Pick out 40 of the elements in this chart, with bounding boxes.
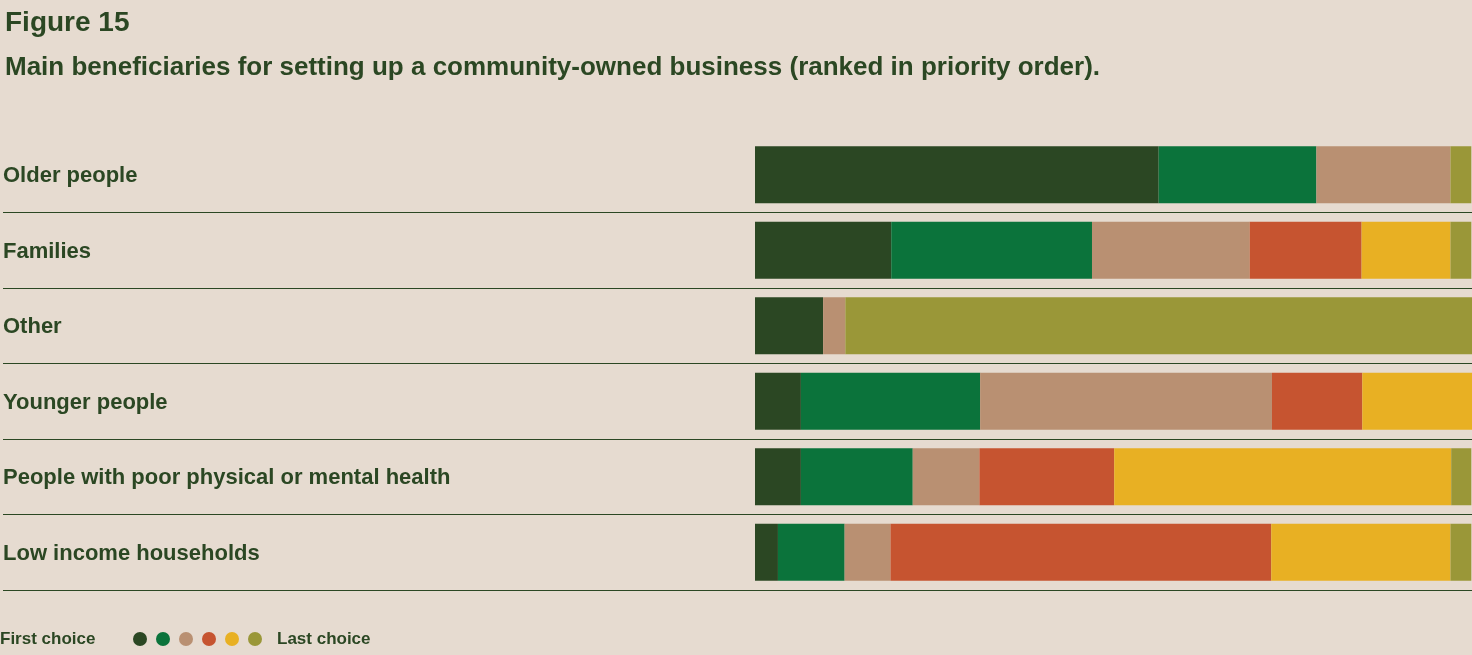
y-tick-label: Other [3,313,63,339]
y-tick-label: Younger people [3,388,168,414]
bar [1450,221,1472,279]
y-tick-label: Older people [3,162,138,188]
bar [755,221,892,279]
bar [1451,448,1472,506]
bar [1271,372,1363,430]
bar [1362,372,1472,430]
bar [912,448,980,506]
bar [823,297,846,355]
y-tick-label: Families [3,237,92,263]
bar [1450,146,1472,204]
bar [1361,221,1451,279]
text: Figure 15 [5,5,130,37]
chart-subtitle: Main beneficiaries for setting up a community-owned business (ranked in priority order). [5,51,1101,81]
bar [755,523,778,581]
bar [845,297,1472,355]
text: First choice [0,629,96,648]
bar [1450,523,1472,581]
bar [890,523,1272,581]
bar [1316,146,1451,204]
bar [755,372,801,430]
bar [980,372,1272,430]
bar [1271,523,1451,581]
bar [800,372,981,430]
bar [755,448,801,506]
bar [1249,221,1362,279]
y-tick-label: Low income households [3,539,260,565]
bar [1114,448,1452,506]
bar [844,523,891,581]
text: Last choice [277,629,371,648]
bar [1091,221,1250,279]
bar [777,523,845,581]
bar [755,297,824,355]
bar [755,146,1159,204]
bar [979,448,1115,506]
bar [1158,146,1317,204]
bar [891,221,1092,279]
bar [800,448,913,506]
y-tick-label: People with poor physical or mental health [3,464,451,490]
